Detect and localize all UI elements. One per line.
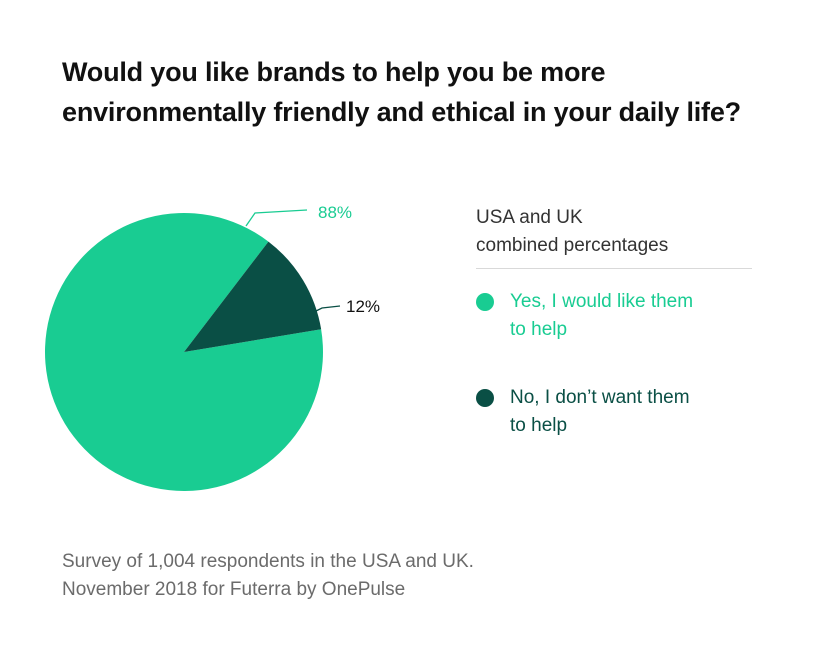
pie-leader-lines <box>245 209 341 314</box>
chart-title-line-2: environmentally friendly and ethical in … <box>62 97 741 127</box>
leader-line-yes <box>245 209 308 227</box>
legend-dot-no <box>476 389 494 407</box>
data-label-yes: 88% <box>318 203 352 222</box>
legend-item-no: No, I don’t want them to help <box>476 384 752 440</box>
pie-slices <box>44 212 323 491</box>
legend-header: USA and UK combined percentages <box>476 204 752 269</box>
legend-header-line-1: USA and UK <box>476 207 583 228</box>
legend-dot-yes <box>476 293 494 311</box>
data-label-no: 12% <box>346 297 380 316</box>
chart-title: Would you like brands to help you be mor… <box>62 52 822 132</box>
pie-slice-yes <box>44 212 323 491</box>
legend-label-yes-line-2: to help <box>510 319 568 340</box>
legend-label-no: No, I don’t want them to help <box>510 384 750 440</box>
legend-label-yes-line-1: Yes, I would like them <box>510 291 694 312</box>
footer-line-1: Survey of 1,004 respondents in the USA a… <box>62 551 474 572</box>
legend-item-yes: Yes, I would like them to help <box>476 288 752 344</box>
pie-slice-no <box>184 241 322 352</box>
footer-line-2: November 2018 for Futerra by OnePulse <box>62 579 406 600</box>
legend-label-no-line-1: No, I don’t want them <box>510 387 690 408</box>
leader-line-no <box>311 305 341 314</box>
legend-label-yes: Yes, I would like them to help <box>510 288 750 344</box>
chart-title-line-1: Would you like brands to help you be mor… <box>62 57 606 87</box>
legend-header-line-2: combined percentages <box>476 235 669 256</box>
legend: USA and UK combined percentages Yes, I w… <box>476 204 752 436</box>
pie-data-labels: 88% 12% <box>318 203 380 316</box>
legend-label-no-line-2: to help <box>510 415 568 436</box>
footer-note: Survey of 1,004 respondents in the USA a… <box>62 548 474 604</box>
